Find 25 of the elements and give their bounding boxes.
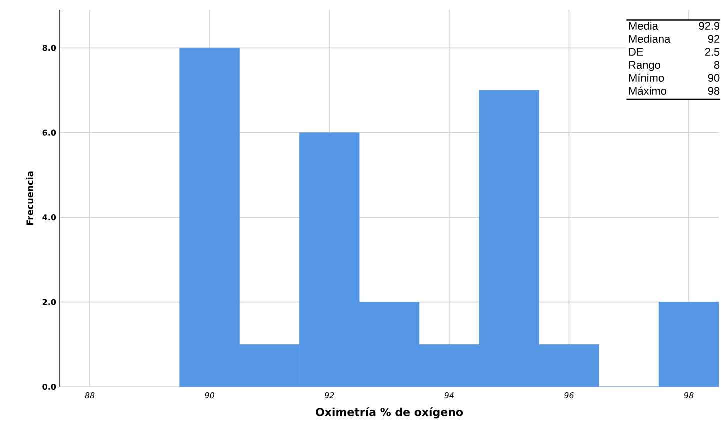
annotation: 92.9 xyxy=(699,22,720,30)
annotation: 8 xyxy=(714,61,720,70)
annotation: Rango xyxy=(629,61,660,72)
annotation: 2.5 xyxy=(705,48,720,56)
x-tick-label: 96 xyxy=(564,392,574,399)
annotation: 92 xyxy=(708,35,720,44)
annotation: Mínimo xyxy=(629,74,664,82)
annotation: 90 xyxy=(708,74,720,82)
x-tick-label: 90 xyxy=(205,392,214,399)
annotation: DE xyxy=(629,48,644,56)
annotation: 98 xyxy=(708,87,720,96)
x-tick-label: 88 xyxy=(85,392,95,399)
annotation: Máximo xyxy=(629,86,667,96)
y-tick-label: 6.0 xyxy=(42,130,56,136)
y-axis-title: Frecuencia xyxy=(26,172,34,226)
x-tick-label: 98 xyxy=(684,392,694,399)
annotation: Mediana xyxy=(629,34,671,44)
x-axis-title: Oximetría % de oxígeno xyxy=(316,407,464,419)
annotation: Media xyxy=(629,22,658,30)
y-tick-label: 4.0 xyxy=(42,214,56,221)
y-tick-label: 8.0 xyxy=(42,45,56,52)
y-tick-label: 2.0 xyxy=(42,299,56,306)
y-tick-label: 0.0 xyxy=(42,384,56,390)
x-tick-label: 92 xyxy=(324,392,334,399)
x-tick-label: 94 xyxy=(444,392,454,399)
